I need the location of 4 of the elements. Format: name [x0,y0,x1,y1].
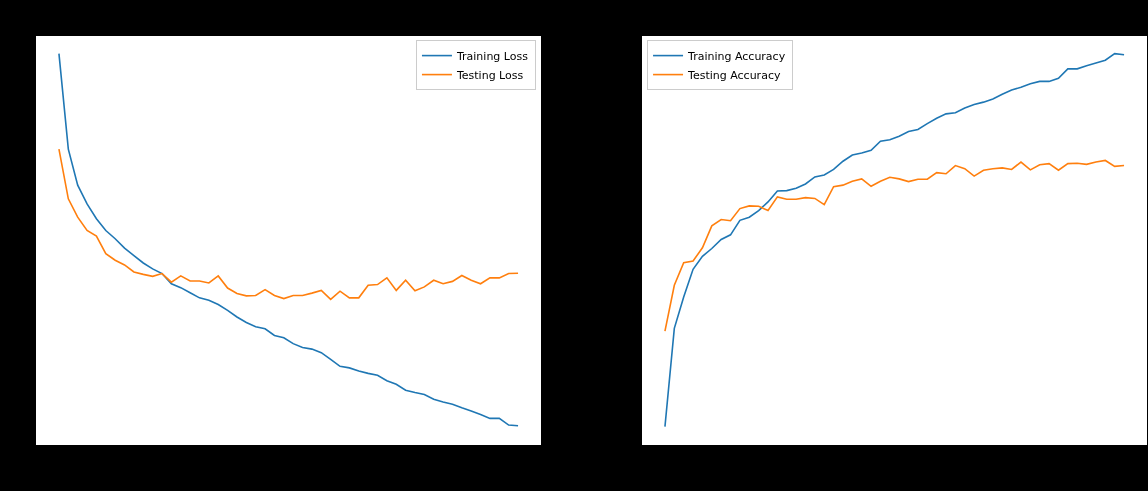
legend-label: Training Loss [455,49,529,63]
legend-label: Testing Loss [455,68,524,82]
legend-label: Testing Accuracy [687,68,781,82]
legend-label: Training Accuracy [687,49,786,63]
